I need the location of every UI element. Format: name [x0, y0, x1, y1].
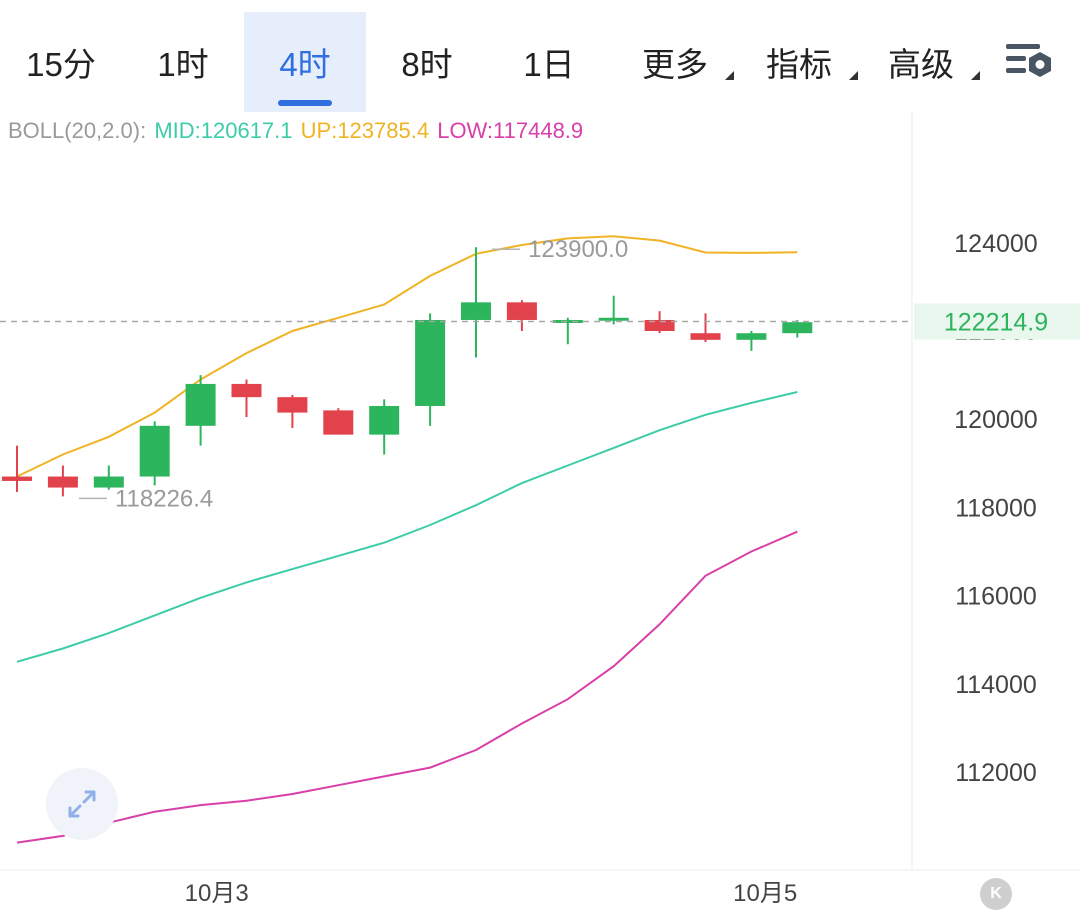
- candle-up: [736, 331, 767, 351]
- legend-up: UP:123785.4: [300, 118, 430, 143]
- timeframe-tab-bar: 15分 1时 4时 8时 1日 更多 指标 高级: [0, 0, 1080, 112]
- boll-lower-line: [16, 530, 798, 844]
- tab-15min[interactable]: 15分: [0, 12, 122, 112]
- candle-body: [139, 425, 170, 477]
- y-axis-tick-label: 114000: [955, 671, 1037, 699]
- legend-indicator-name: BOLL(20,2.0):: [8, 118, 147, 143]
- candle-body: [782, 322, 813, 334]
- x-axis-date-label: 10月3: [185, 880, 249, 907]
- boll-mid-line: [16, 391, 798, 663]
- candle-up: [461, 247, 491, 358]
- candle-down: [506, 300, 537, 331]
- candlestick-chart[interactable]: 1120001140001160001180001200001220001240…: [0, 112, 1080, 918]
- candle-body: [277, 397, 308, 413]
- candle-up: [598, 295, 629, 325]
- high-price-label: 123900.0: [528, 236, 628, 263]
- candle-body: [369, 405, 400, 435]
- candle-body: [506, 302, 537, 320]
- tab-8hour[interactable]: 8时: [366, 12, 488, 112]
- tab-label: 1时: [157, 46, 209, 83]
- candle-body: [644, 319, 675, 331]
- boll-legend: BOLL(20,2.0): MID:120617.1 UP:123785.4 L…: [8, 118, 585, 144]
- current-price-badge: [914, 303, 1080, 340]
- menu-indicators[interactable]: 指标: [752, 12, 858, 112]
- candle-body: [552, 319, 583, 323]
- candle-down: [231, 379, 262, 417]
- boll-upper-line: [16, 235, 798, 478]
- candle-body: [415, 319, 446, 406]
- y-axis-tick-label: 124000: [954, 230, 1037, 258]
- candle-down: [690, 313, 721, 343]
- tab-label: 15分: [26, 46, 96, 83]
- candle-body: [736, 333, 767, 340]
- tab-label: 4时: [279, 46, 331, 83]
- dropdown-corner-icon: [849, 71, 858, 80]
- menu-advanced[interactable]: 高级: [874, 12, 980, 112]
- k-line-toggle-button[interactable]: K: [980, 878, 1012, 910]
- candle-up: [93, 465, 124, 490]
- legend-mid: MID:120617.1: [154, 118, 293, 143]
- y-axis-tick-label: 118000: [955, 494, 1037, 522]
- tab-1hour[interactable]: 1时: [122, 12, 244, 112]
- candle-down: [323, 408, 354, 435]
- y-axis-tick-label: 116000: [955, 583, 1037, 611]
- low-price-label: 118226.4: [115, 485, 213, 512]
- current-price-label: 122214.9: [944, 309, 1048, 337]
- tab-4hour[interactable]: 4时: [244, 12, 366, 112]
- candle-body: [93, 476, 124, 488]
- chart-settings-button[interactable]: [1000, 40, 1060, 90]
- k-button-label: K: [990, 885, 1002, 902]
- tab-label: 8时: [401, 46, 453, 83]
- menu-label: 指标: [766, 46, 832, 83]
- expand-arrows-icon: [68, 790, 96, 818]
- menu-more[interactable]: 更多: [628, 12, 734, 112]
- chart-settings-icon: [1006, 44, 1051, 77]
- candle-body: [47, 476, 78, 488]
- menu-label: 更多: [642, 46, 708, 83]
- legend-low: LOW:117448.9: [437, 118, 584, 143]
- candle-body: [2, 476, 32, 481]
- candle-body: [323, 410, 354, 435]
- y-axis-tick-label: 120000: [954, 406, 1037, 434]
- candle-body: [185, 383, 216, 426]
- dropdown-corner-icon: [725, 71, 734, 80]
- candle-down: [47, 465, 78, 497]
- y-axis-tick-label: 112000: [955, 759, 1037, 787]
- candle-body: [690, 333, 721, 340]
- candle-down: [277, 394, 308, 429]
- x-axis-date-label: 10月5: [733, 880, 797, 907]
- candle-body: [598, 317, 629, 321]
- fullscreen-button[interactable]: [46, 768, 118, 840]
- dropdown-corner-icon: [971, 71, 980, 80]
- candle-body: [231, 383, 262, 398]
- candle-up: [139, 421, 170, 486]
- candle-up: [369, 399, 400, 455]
- candle-up: [415, 313, 446, 426]
- tab-1day[interactable]: 1日: [488, 12, 610, 112]
- candle-up: [185, 375, 216, 446]
- candle-body: [461, 302, 491, 320]
- candle-up: [552, 317, 583, 345]
- candle-down: [644, 311, 675, 334]
- candle-up: [782, 319, 813, 338]
- menu-label: 高级: [888, 46, 954, 83]
- tab-label: 1日: [523, 46, 575, 83]
- candle-down: [2, 445, 32, 492]
- active-tab-indicator: [278, 100, 332, 106]
